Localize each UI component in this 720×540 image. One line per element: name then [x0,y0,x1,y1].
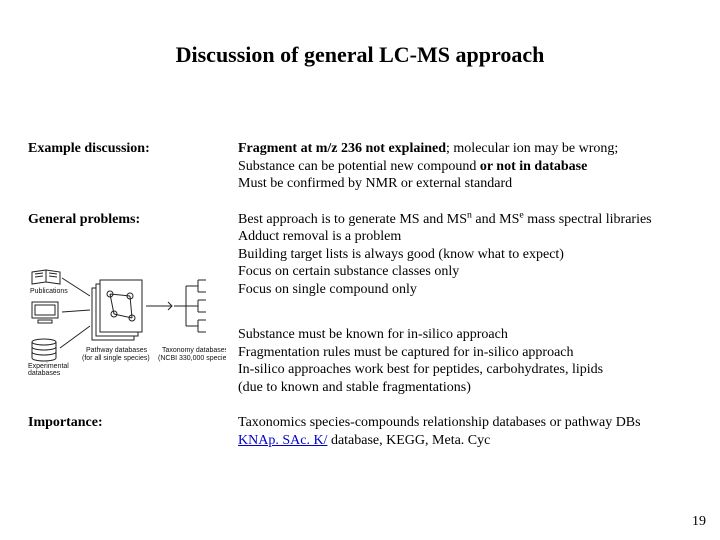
page-number: 19 [692,514,706,530]
diagram-label-pathway2: (for all single species) [82,355,150,362]
insilico-l4: (due to known and stable fragmentations) [238,380,471,395]
example-l2b: or not in database [480,159,587,174]
example-l1a: Fragment at m/z 236 not explained [238,141,446,156]
insilico-text: Substance must be known for in-silico ap… [238,326,698,396]
general-l3: Building target lists is always good (kn… [238,247,564,262]
importance-l2b: database, KEGG, Meta. Cyc [327,433,490,448]
importance-text: Taxonomics species-compounds relationshi… [238,414,698,449]
example-l2a: Substance can be potential new compound [238,159,480,174]
importance-l1: Taxonomics species-compounds relationshi… [238,415,641,430]
general-l1c: mass spectral libraries [524,212,652,227]
diagram-label-pathway1: Pathway databases [86,347,148,354]
diagram-label-publications: Publications [30,288,68,295]
insilico-l2: Fragmentation rules must be captured for… [238,345,574,360]
insilico-l1: Substance must be known for in-silico ap… [238,327,508,342]
knapsack-link[interactable]: KNAp. SAc. K/ [238,433,327,448]
example-label: Example discussion: [28,140,238,158]
diagram-label-exp1: Experimental [28,363,69,370]
example-discussion-block: Example discussion:Fragment at m/z 236 n… [28,140,710,193]
general-l1a: Best approach is to generate MS and MS [238,212,467,227]
general-l1b: and MS [472,212,519,227]
example-l1b: ; molecular ion may be wrong; [446,141,618,156]
diagram-label-tax1: Taxonomy databases [162,347,226,354]
general-label: General problems: [28,211,238,229]
general-l2: Adduct removal is a problem [238,229,401,244]
importance-block: Importance:Taxonomics species-compounds … [28,414,710,449]
slide-title: Discussion of general LC-MS approach [0,42,720,68]
diagram-label-exp2: databases [28,370,61,376]
general-text: Best approach is to generate MS and MSn … [238,211,698,299]
general-l4: Focus on certain substance classes only [238,264,459,279]
databases-diagram: Publications Experimental databases [26,266,226,376]
importance-label: Importance: [28,414,238,432]
insilico-l3: In-silico approaches work best for pepti… [238,362,603,377]
diagram-label-tax2: (NCBI 330,000 species) [158,355,226,362]
example-text: Fragment at m/z 236 not explained; molec… [238,140,698,193]
example-l3: Must be confirmed by NMR or external sta… [238,176,512,191]
general-l5: Focus on single compound only [238,282,417,297]
